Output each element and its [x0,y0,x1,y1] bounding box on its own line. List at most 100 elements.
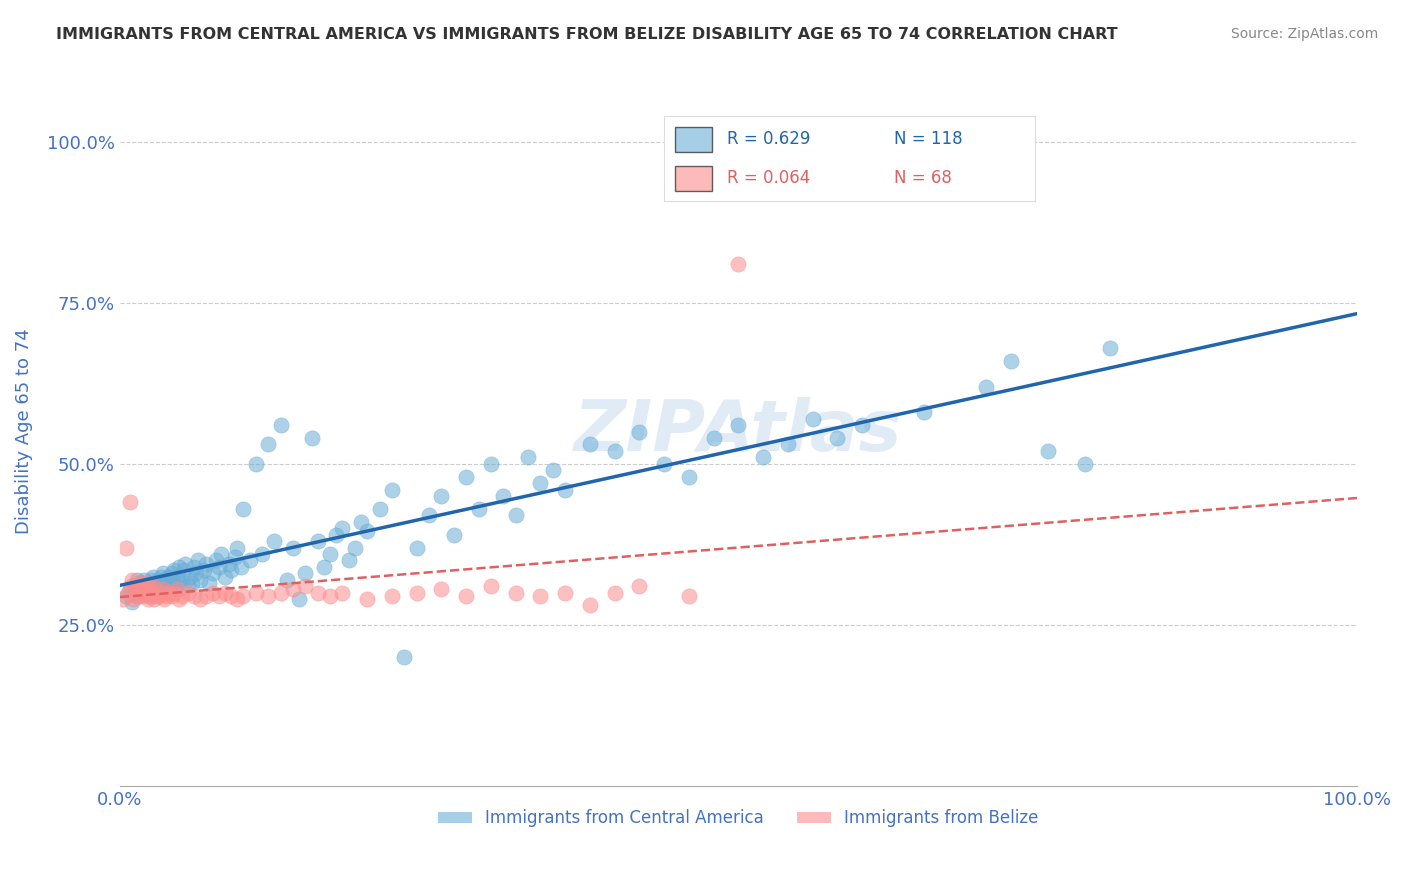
Point [188,573,211,587]
Point [157,576,180,591]
Point [170,589,193,603]
Point [162,573,184,587]
Point [165,579,187,593]
Point [142,579,165,593]
Point [579,599,602,613]
Point [132,579,155,593]
Point [125,589,148,603]
Point [115,541,138,555]
Point [1098,341,1121,355]
Point [136,589,159,603]
Point [208,559,231,574]
Point [517,450,540,465]
Point [678,469,700,483]
Point [166,569,188,583]
Point [201,566,224,581]
Point [727,257,749,271]
Point [776,437,799,451]
Point [134,576,156,591]
Point [128,582,150,597]
Point [343,541,366,555]
Point [239,553,262,567]
Point [554,483,576,497]
Point [128,589,150,603]
Point [554,585,576,599]
Point [141,585,163,599]
Point [652,457,675,471]
Point [405,585,427,599]
Point [173,563,195,577]
Point [156,579,179,593]
Point [678,589,700,603]
Point [430,582,453,597]
Point [148,579,170,593]
Point [183,559,205,574]
Point [143,592,166,607]
Point [912,405,935,419]
Point [479,579,502,593]
Point [153,592,176,607]
Point [152,582,174,597]
Point [163,585,186,599]
Point [131,585,153,599]
Point [163,563,186,577]
Point [1074,457,1097,471]
Point [603,444,626,458]
Point [115,589,138,603]
Point [312,559,335,574]
Text: Source: ZipAtlas.com: Source: ZipAtlas.com [1230,27,1378,41]
Point [112,592,135,607]
Point [505,585,527,599]
Point [226,541,249,555]
Point [122,592,145,607]
Point [467,502,489,516]
Point [146,573,169,587]
Point [628,425,651,439]
Point [219,589,242,603]
Point [146,589,169,603]
Point [193,563,215,577]
Point [160,566,183,581]
Point [141,579,163,593]
Point [209,547,232,561]
Point [250,547,273,561]
Point [120,579,142,593]
Point [456,469,478,483]
Point [381,483,404,497]
Point [150,576,173,591]
Point [307,585,329,599]
Point [170,573,193,587]
Point [125,573,148,587]
Point [139,589,162,603]
Point [142,569,165,583]
Point [294,579,316,593]
Point [150,585,173,599]
Point [356,592,378,607]
Point [155,573,177,587]
Point [195,557,218,571]
Point [851,418,873,433]
Point [136,582,159,597]
Point [418,508,440,523]
Point [263,534,285,549]
Point [195,589,218,603]
Point [752,450,775,465]
Point [232,502,254,516]
Point [188,592,211,607]
Point [529,476,551,491]
Point [301,431,323,445]
Point [129,576,152,591]
Point [492,489,515,503]
Point [430,489,453,503]
Point [245,457,267,471]
Point [149,569,172,583]
Point [281,541,304,555]
Point [157,585,180,599]
Point [125,579,148,593]
Point [132,579,155,593]
Point [135,585,157,599]
Point [270,585,292,599]
Point [405,541,427,555]
Point [337,553,360,567]
Point [186,566,208,581]
